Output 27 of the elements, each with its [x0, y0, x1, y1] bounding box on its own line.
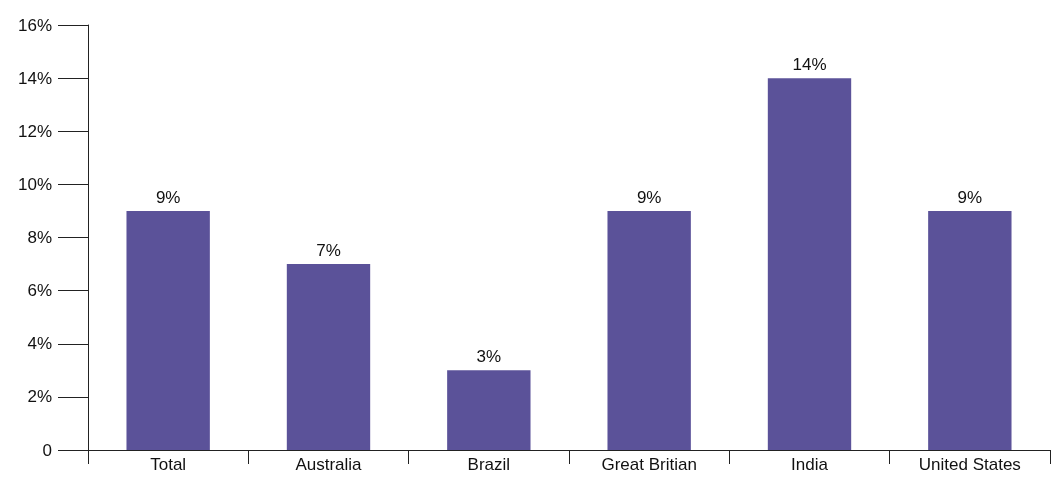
y-tick-label: 2%	[27, 387, 52, 407]
x-tick-label: India	[791, 455, 829, 474]
bar	[447, 370, 531, 450]
data-label: 7%	[316, 241, 341, 261]
data-label: 14%	[792, 55, 827, 75]
y-tick-label: 8%	[27, 228, 52, 247]
y-tick-label: 4%	[27, 334, 52, 354]
x-tick-label: Great Britian	[601, 455, 697, 474]
y-tick-label: 14%	[17, 68, 52, 88]
data-label: 9%	[155, 187, 181, 207]
y-tick-label: 12%	[17, 121, 52, 141]
data-label: 9%	[957, 187, 983, 207]
y-tick-label: 6%	[27, 281, 52, 301]
bar	[126, 210, 210, 450]
y-tick-label: 16%	[17, 15, 52, 35]
bar	[767, 78, 852, 450]
x-tick-label: Australia	[295, 455, 363, 474]
data-label: 9%	[636, 187, 662, 207]
bar	[928, 210, 1012, 450]
bar	[607, 210, 691, 450]
x-tick-label: United States	[918, 455, 1021, 474]
y-tick-label: 10%	[17, 174, 52, 194]
bar	[286, 264, 371, 450]
x-tick-label: Brazil	[467, 455, 511, 474]
data-label: 3%	[476, 347, 502, 367]
y-tick-label: 0	[42, 440, 52, 460]
x-tick-label: Total	[150, 455, 187, 474]
